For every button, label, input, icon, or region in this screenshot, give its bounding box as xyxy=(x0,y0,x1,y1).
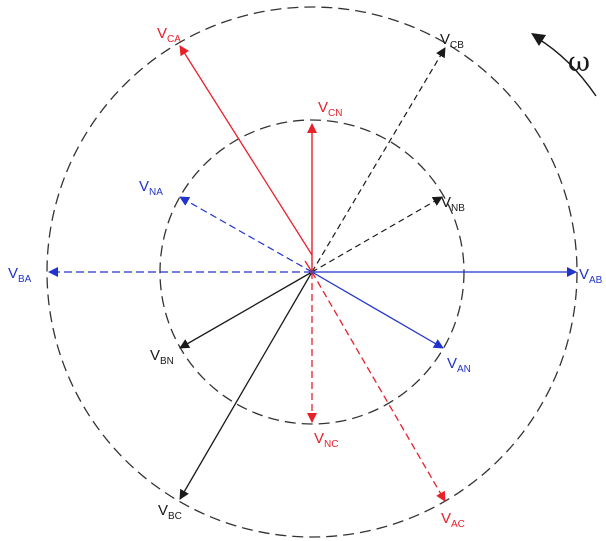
label-VBC: VBC xyxy=(158,502,182,522)
label-VAN: VAN xyxy=(447,355,471,375)
label-VNA: VNA xyxy=(139,178,163,198)
label-VBN: VBN xyxy=(150,347,174,367)
label-VNC: VNC xyxy=(314,430,338,450)
label-VAC: VAC xyxy=(441,510,465,530)
outer-circle xyxy=(46,6,578,538)
origin-point xyxy=(310,270,314,274)
phasor-line-VBC xyxy=(179,271,313,500)
phasor-line-VNA xyxy=(179,196,313,273)
label-VCN: VCN xyxy=(318,99,342,119)
rotation-arrowhead xyxy=(531,33,546,46)
phasor-line-VNB xyxy=(311,196,443,273)
phasor-line-VAC xyxy=(311,271,446,502)
phasor-line-VAN xyxy=(311,271,444,349)
label-VNB: VNB xyxy=(441,194,465,214)
phasor-line-VCB xyxy=(311,47,446,273)
label-VCB: VCB xyxy=(440,31,464,51)
omega-symbol: ω xyxy=(568,47,590,78)
label-VAB: VAB xyxy=(579,266,603,286)
phasor-line-VBN xyxy=(179,271,313,349)
label-VCA: VCA xyxy=(157,25,181,45)
rotation-arc xyxy=(536,37,597,97)
label-VBA: VBA xyxy=(8,265,32,285)
phasor-VCA xyxy=(179,45,313,273)
phasor-line-VCA xyxy=(179,45,313,256)
